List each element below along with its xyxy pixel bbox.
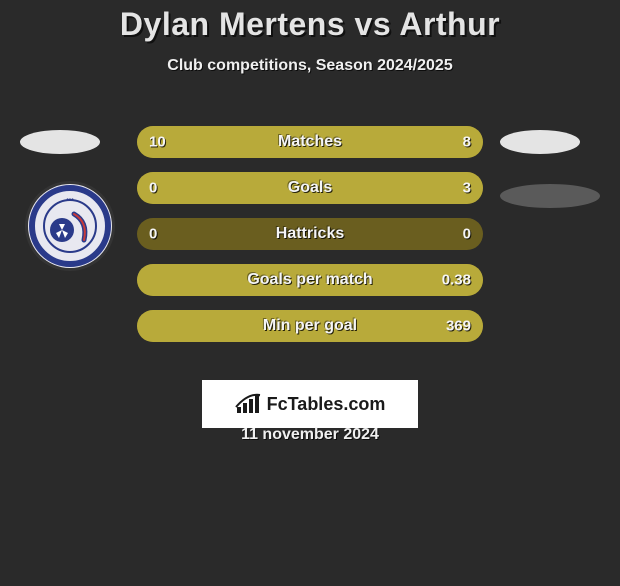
stat-row-min-per-goal: Min per goal 369 bbox=[137, 310, 483, 342]
right-oval-2 bbox=[500, 184, 600, 208]
stat-label: Matches bbox=[278, 133, 342, 151]
stat-value-right: 8 bbox=[463, 134, 471, 151]
stat-label: Min per goal bbox=[263, 317, 357, 335]
stat-value-right: 0 bbox=[463, 226, 471, 243]
subtitle: Club competitions, Season 2024/2025 bbox=[0, 57, 620, 75]
left-oval-1 bbox=[20, 130, 100, 154]
stat-label: Hattricks bbox=[276, 225, 344, 243]
stat-value-left: 10 bbox=[149, 134, 166, 151]
stat-value-right: 3 bbox=[463, 180, 471, 197]
watermark: FcTables.com bbox=[202, 380, 418, 428]
stat-row-goals-per-match: Goals per match 0.38 bbox=[137, 264, 483, 296]
club-badge-left: ••• bbox=[28, 184, 112, 268]
stat-value-right: 0.38 bbox=[442, 272, 471, 289]
page-title: Dylan Mertens vs Arthur bbox=[0, 6, 620, 43]
stat-label: Goals per match bbox=[247, 271, 372, 289]
watermark-text: FcTables.com bbox=[267, 394, 386, 415]
stat-row-hattricks: Hattricks 0 0 bbox=[137, 218, 483, 250]
right-oval-1 bbox=[500, 130, 580, 154]
stat-fill-right bbox=[331, 126, 483, 158]
stat-row-matches: Matches 10 8 bbox=[137, 126, 483, 158]
stat-value-left: 0 bbox=[149, 226, 157, 243]
stat-row-goals: Goals 0 3 bbox=[137, 172, 483, 204]
bar-chart-icon bbox=[235, 393, 261, 415]
stat-value-left: 0 bbox=[149, 180, 157, 197]
comparison-bars: Matches 10 8 Goals 0 3 Hattricks 0 0 Goals per ma… bbox=[137, 126, 483, 356]
stat-label: Goals bbox=[288, 179, 332, 197]
club-crest-icon: ••• bbox=[28, 184, 112, 268]
stat-value-right: 369 bbox=[446, 318, 471, 335]
date-label: 11 november 2024 bbox=[0, 426, 620, 444]
svg-text:•••: ••• bbox=[66, 197, 74, 204]
